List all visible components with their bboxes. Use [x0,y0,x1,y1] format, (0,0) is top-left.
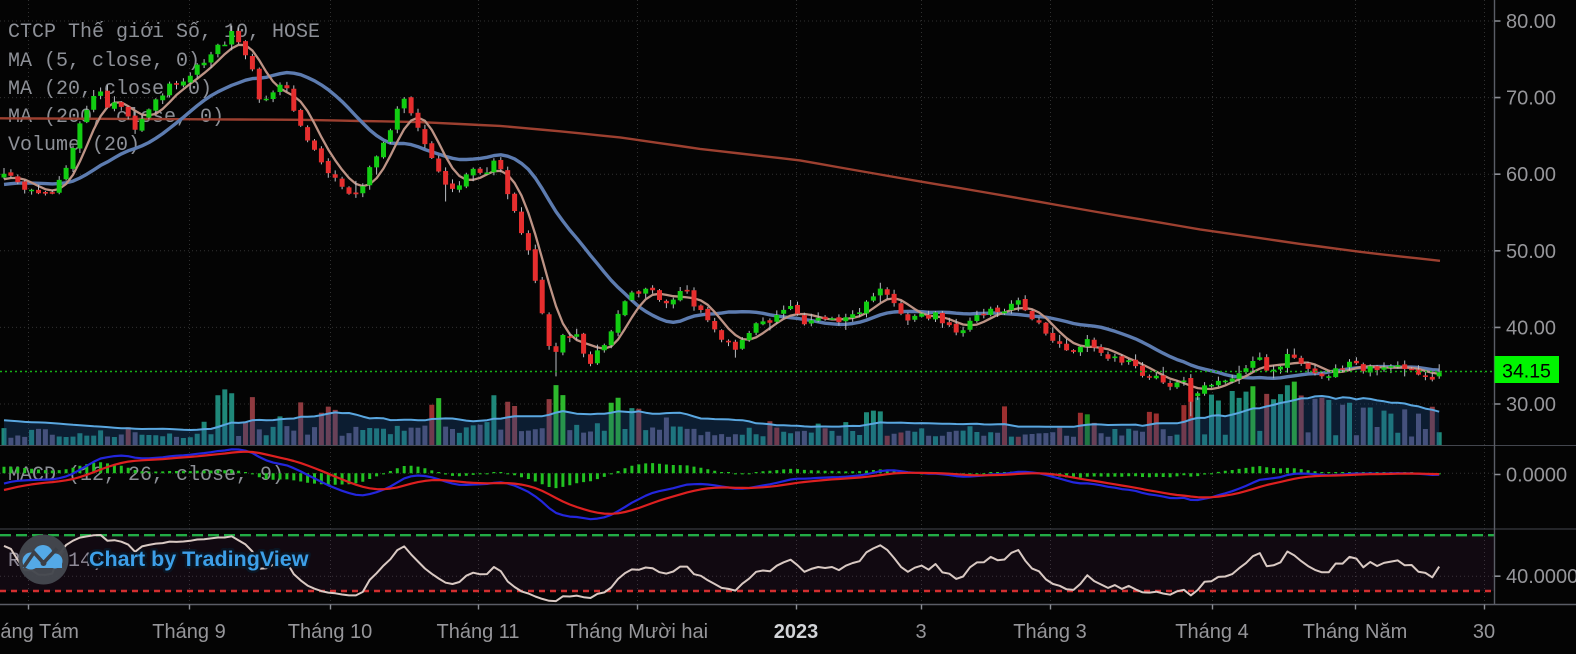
svg-text:Tháng 4: Tháng 4 [1175,621,1248,643]
svg-text:30.00: 30.00 [1506,394,1556,416]
svg-text:CTCP Thế giới Số, 10, HOSE: CTCP Thế giới Số, 10, HOSE [8,21,320,44]
svg-text:34.15: 34.15 [1502,361,1551,383]
svg-text:Volume (20): Volume (20) [8,134,140,157]
svg-text:60.00: 60.00 [1506,164,1556,186]
svg-text:50.00: 50.00 [1506,241,1556,263]
svg-text:2023: 2023 [774,621,819,643]
svg-text:Tháng 3: Tháng 3 [1013,621,1086,643]
svg-text:Tháng Mười hai: Tháng Mười hai [566,621,708,643]
svg-text:Tháng Năm: Tháng Năm [1303,621,1408,643]
svg-text:Tháng 10: Tháng 10 [288,621,373,643]
svg-text:Tháng 11: Tháng 11 [436,621,519,643]
svg-text:MACD (12, 26, close, 9): MACD (12, 26, close, 9) [8,464,284,487]
svg-text:3: 3 [915,621,926,643]
svg-text:40.0000: 40.0000 [1506,566,1576,588]
svg-text:40.00: 40.00 [1506,317,1556,339]
svg-text:0.0000: 0.0000 [1506,465,1567,487]
svg-text:MA (20, close, 0): MA (20, close, 0) [8,78,212,101]
svg-text:MA (5, close, 0): MA (5, close, 0) [8,50,200,73]
svg-text:Tháng 9: Tháng 9 [152,621,225,643]
svg-text:70.00: 70.00 [1506,88,1556,110]
svg-text:Tháng Tám: Tháng Tám [0,621,79,643]
svg-text:MA (200, close, 0): MA (200, close, 0) [8,106,224,129]
svg-text:30: 30 [1473,621,1495,643]
svg-text:Chart by TradingView: Chart by TradingView [89,547,309,571]
svg-text:80.00: 80.00 [1506,11,1556,33]
